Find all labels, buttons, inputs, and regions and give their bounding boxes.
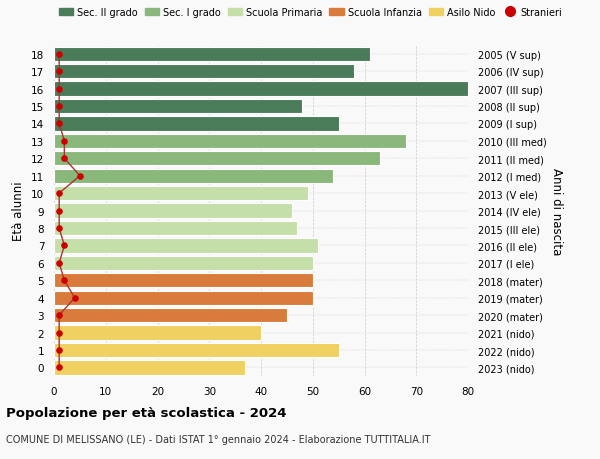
Point xyxy=(55,312,64,319)
Point xyxy=(55,207,64,215)
Bar xyxy=(54,187,308,201)
Bar xyxy=(54,221,297,235)
Bar xyxy=(54,204,292,218)
Point xyxy=(55,68,64,76)
Point xyxy=(55,329,64,336)
Legend: Sec. II grado, Sec. I grado, Scuola Primaria, Scuola Infanzia, Asilo Nido, Stran: Sec. II grado, Sec. I grado, Scuola Prim… xyxy=(59,8,563,18)
Bar xyxy=(54,65,354,79)
Bar xyxy=(54,47,370,62)
Bar xyxy=(54,361,245,375)
Text: Popolazione per età scolastica - 2024: Popolazione per età scolastica - 2024 xyxy=(6,406,287,419)
Bar xyxy=(54,100,302,114)
Point xyxy=(55,364,64,371)
Bar xyxy=(54,291,313,305)
Point xyxy=(70,294,79,302)
Point xyxy=(55,347,64,354)
Point xyxy=(55,86,64,93)
Point xyxy=(59,155,69,162)
Y-axis label: Anni di nascita: Anni di nascita xyxy=(550,168,563,255)
Bar xyxy=(54,239,318,253)
Point xyxy=(59,138,69,145)
Bar xyxy=(54,152,380,166)
Text: COMUNE DI MELISSANO (LE) - Dati ISTAT 1° gennaio 2024 - Elaborazione TUTTITALIA.: COMUNE DI MELISSANO (LE) - Dati ISTAT 1°… xyxy=(6,434,431,444)
Bar xyxy=(54,326,261,340)
Point xyxy=(59,277,69,285)
Point xyxy=(55,225,64,232)
Point xyxy=(55,260,64,267)
Point xyxy=(55,51,64,58)
Bar xyxy=(54,134,406,149)
Bar xyxy=(54,308,287,323)
Bar xyxy=(54,169,334,184)
Y-axis label: Età alunni: Età alunni xyxy=(13,181,25,241)
Point xyxy=(59,242,69,250)
Point xyxy=(75,173,85,180)
Bar xyxy=(54,82,468,96)
Bar xyxy=(54,256,313,270)
Bar xyxy=(54,117,338,131)
Bar xyxy=(54,343,338,358)
Point xyxy=(55,190,64,197)
Bar xyxy=(54,274,313,288)
Point xyxy=(55,121,64,128)
Point xyxy=(55,103,64,111)
